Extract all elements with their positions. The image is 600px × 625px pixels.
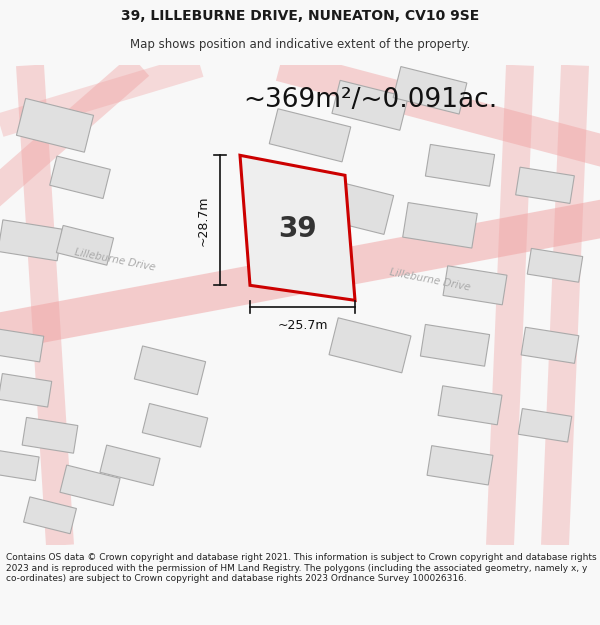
- Polygon shape: [60, 465, 120, 506]
- Polygon shape: [240, 155, 355, 300]
- Text: ~369m²/~0.091ac.: ~369m²/~0.091ac.: [243, 88, 497, 113]
- Text: 39, LILLEBURNE DRIVE, NUNEATON, CV10 9SE: 39, LILLEBURNE DRIVE, NUNEATON, CV10 9SE: [121, 9, 479, 23]
- Polygon shape: [0, 54, 203, 137]
- Polygon shape: [269, 109, 351, 162]
- Text: Lilleburne Drive: Lilleburne Drive: [389, 268, 471, 293]
- Polygon shape: [527, 248, 583, 282]
- Polygon shape: [0, 374, 52, 407]
- Polygon shape: [50, 156, 110, 199]
- Polygon shape: [0, 55, 149, 216]
- Polygon shape: [486, 65, 534, 546]
- Polygon shape: [438, 386, 502, 425]
- Polygon shape: [134, 346, 206, 394]
- Polygon shape: [307, 176, 394, 234]
- Text: Map shows position and indicative extent of the property.: Map shows position and indicative extent…: [130, 38, 470, 51]
- Polygon shape: [0, 450, 39, 481]
- Polygon shape: [23, 497, 76, 534]
- Polygon shape: [142, 404, 208, 447]
- Polygon shape: [332, 81, 408, 130]
- Text: ~28.7m: ~28.7m: [197, 195, 210, 246]
- Polygon shape: [100, 445, 160, 486]
- Text: Lilleburne Drive: Lilleburne Drive: [74, 248, 156, 273]
- Polygon shape: [56, 226, 113, 265]
- Text: Contains OS data © Crown copyright and database right 2021. This information is : Contains OS data © Crown copyright and d…: [6, 553, 596, 583]
- Text: ~25.7m: ~25.7m: [277, 319, 328, 332]
- Polygon shape: [427, 446, 493, 485]
- Polygon shape: [0, 197, 600, 354]
- Polygon shape: [541, 65, 589, 546]
- Polygon shape: [329, 318, 411, 373]
- Polygon shape: [16, 64, 74, 546]
- Polygon shape: [518, 409, 572, 442]
- Text: 39: 39: [278, 215, 317, 243]
- Polygon shape: [521, 328, 579, 363]
- Polygon shape: [403, 202, 478, 248]
- Polygon shape: [16, 98, 94, 152]
- Polygon shape: [515, 167, 574, 204]
- Polygon shape: [0, 329, 44, 362]
- Polygon shape: [425, 144, 494, 186]
- Polygon shape: [276, 50, 600, 171]
- Polygon shape: [22, 418, 78, 453]
- Polygon shape: [393, 66, 467, 114]
- Polygon shape: [421, 324, 490, 366]
- Polygon shape: [443, 266, 507, 305]
- Polygon shape: [0, 220, 62, 261]
